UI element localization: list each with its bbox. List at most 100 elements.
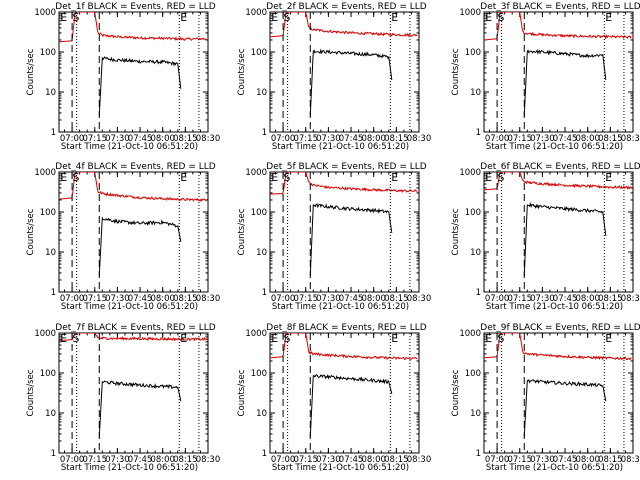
panel-6: Det_6f BLACK = Events, RED = LLD Counts/s… [451,162,640,312]
x-tick-label: 08:00 [575,294,600,304]
x-axis-label: Start Time (21-Oct-10 06:51:20) [486,302,623,312]
y-tick-label: 10 [45,409,56,419]
x-tick-label: 08:30 [621,294,640,304]
y-tick-label: 10 [470,248,481,258]
time-marker-label: S [283,11,290,24]
plot-area [59,12,207,132]
y-tick-label: 100 [465,208,481,218]
x-tick-label: 08:15 [598,455,623,465]
x-tick-label: 08:15 [173,455,198,465]
x-tick-label: 08:00 [361,134,386,144]
x-tick-label: 07:00 [60,294,85,304]
y-axis-label: Counts/sec [26,369,36,416]
x-axis-label: Start Time (21-Oct-10 06:51:20) [61,142,198,152]
panel-title: Det_3f BLACK = Events, RED = LLD [480,2,640,12]
y-axis-label: Counts/sec [451,369,461,416]
time-marker-label: E [60,11,67,24]
y-tick-label: 1 [476,449,481,459]
time-marker-label: E [391,171,398,184]
x-tick-label: 08:15 [384,455,409,465]
x-tick-label: 08:00 [361,294,386,304]
x-tick-label: 08:30 [196,134,221,144]
x-tick-label: 07:15 [293,134,318,144]
x-tick-label: 07:30 [530,294,555,304]
x-axis-label: Start Time (21-Oct-10 06:51:20) [272,142,409,152]
time-marker-label: E [271,332,278,345]
lld-series-line [59,333,207,342]
y-tick-label: 100 [251,208,267,218]
plot-area [59,172,207,292]
plot-area [484,12,632,132]
lld-series-line [270,12,418,38]
x-tick-label: 08:30 [196,455,221,465]
y-axis-label: Counts/sec [451,208,461,255]
x-tick-label: 07:45 [339,455,364,465]
y-tick-label: 1 [51,288,56,298]
lld-series-line [484,172,632,191]
y-tick-label: 1 [262,449,267,459]
x-axis-label: Start Time (21-Oct-10 06:51:20) [486,142,623,152]
x-tick-label: 07:15 [293,455,318,465]
time-marker-label: E [180,171,187,184]
x-tick-label: 07:45 [553,134,578,144]
y-tick-label: 1000 [245,329,267,339]
time-marker-label: E [485,332,492,345]
lld-series-line [59,172,207,202]
y-axis-label: Counts/sec [237,48,247,95]
y-axis-label: Counts/sec [237,369,247,416]
y-tick-label: 10 [470,409,481,419]
y-tick-label: 100 [40,208,56,218]
time-marker-label: E [605,11,612,24]
panel-2: Det_2f BLACK = Events, RED = LLD Counts/s… [237,2,431,152]
x-tick-label: 08:15 [173,134,198,144]
plot-area [484,172,632,292]
y-tick-label: 100 [251,48,267,58]
plot-frame [483,171,634,293]
y-tick-label: 10 [256,409,267,419]
y-tick-label: 1000 [245,168,267,178]
events-series-line [98,216,182,277]
x-tick-label: 07:15 [82,134,107,144]
x-tick-label: 07:00 [485,455,510,465]
y-tick-label: 1 [262,128,267,138]
x-tick-label: 07:45 [553,294,578,304]
time-marker-label: E [485,11,492,24]
x-tick-label: 07:00 [60,455,85,465]
x-tick-label: 07:30 [530,134,555,144]
x-tick-label: 08:15 [173,294,198,304]
time-marker-label: S [283,171,290,184]
panel-8: Det_8f BLACK = Events, RED = LLD Counts/s… [237,323,431,473]
events-series-line [98,380,182,438]
x-tick-label: 07:30 [105,134,130,144]
x-tick-label: 07:15 [507,134,532,144]
x-tick-label: 07:00 [271,134,296,144]
y-axis-label: Counts/sec [26,208,36,255]
x-axis-label: Start Time (21-Oct-10 06:51:20) [272,302,409,312]
x-tick-label: 07:45 [128,455,153,465]
y-tick-label: 100 [40,48,56,58]
x-tick-label: 08:00 [150,455,175,465]
plot-area [270,333,418,453]
x-tick-label: 08:00 [150,134,175,144]
events-series-line [523,48,607,117]
x-tick-label: 07:00 [485,134,510,144]
y-tick-label: 1000 [34,168,56,178]
x-tick-label: 08:15 [598,134,623,144]
plot-frame [269,332,420,454]
time-marker-label: E [60,171,67,184]
x-tick-label: 08:30 [407,294,432,304]
events-series-line [309,203,393,277]
events-series-line [523,379,607,438]
x-tick-label: 07:45 [339,294,364,304]
time-marker-label: E [391,332,398,345]
y-tick-label: 1000 [34,8,56,18]
y-tick-label: 10 [256,88,267,98]
plot-frame [58,11,209,133]
x-tick-label: 08:00 [575,134,600,144]
x-axis-label: Start Time (21-Oct-10 06:51:20) [61,302,198,312]
time-marker-label: E [60,332,67,345]
panel-title: Det_2f BLACK = Events, RED = LLD [266,2,426,12]
x-tick-label: 08:30 [621,455,640,465]
x-tick-label: 07:45 [128,134,153,144]
